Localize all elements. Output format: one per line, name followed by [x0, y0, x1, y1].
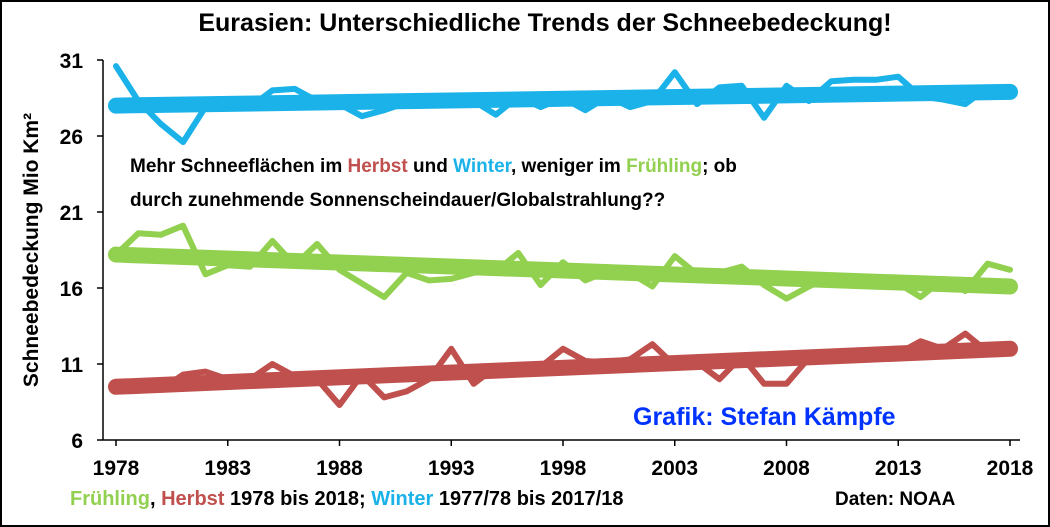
text-segment: Herbst: [348, 156, 409, 177]
text-segment: Frühling: [626, 156, 702, 177]
series-line-herbst: [113, 330, 1013, 408]
text-segment: 1978 bis 2018;: [224, 488, 371, 510]
text-segment: Mehr Schneeflächen im: [130, 156, 348, 177]
text-segment: Frühling: [70, 488, 150, 510]
x-tick-label: 1983: [204, 457, 251, 480]
x-tick-label: 1993: [428, 457, 475, 480]
text-segment: Winter: [371, 488, 433, 510]
y-tick-label: 26: [60, 126, 83, 149]
text-segment: ,: [150, 488, 161, 510]
footer-text: Frühling, Herbst 1978 bis 2018; Winter 1…: [70, 488, 623, 510]
text-segment: und: [408, 156, 453, 177]
x-tick-label: 1978: [93, 457, 140, 480]
series-layer: [108, 63, 1018, 408]
text-segment: 1977/78 bis 2017/18: [433, 488, 623, 510]
text-segment: Winter: [453, 156, 513, 177]
y-tick-label: 11: [61, 354, 84, 377]
y-tick-label: 16: [60, 278, 83, 301]
credit-text: Grafik: Stefan Kämpfe: [633, 403, 896, 431]
chart-title: Eurasien: Unterschiedliche Trends der Sc…: [198, 9, 891, 37]
y-ticks: 6 11 16 21 26 31: [60, 50, 103, 453]
x-tick-label: 2003: [651, 457, 698, 480]
annotation-line-1: Mehr Schneeflächen im Herbst und Winter,…: [130, 156, 737, 177]
x-tick-label: 1988: [316, 457, 363, 480]
x-tick-label: 2008: [763, 457, 810, 480]
series-line-winter: [113, 63, 1013, 146]
y-tick-label: 31: [60, 50, 84, 73]
text-segment: Herbst: [161, 488, 225, 510]
x-tick-label: 2013: [875, 457, 922, 480]
series-line-fruehling: [113, 222, 1013, 302]
y-tick-label: 6: [71, 430, 83, 453]
x-tick-label: 1998: [540, 457, 587, 480]
y-axis-label: Schneebedeckung Mio Km²: [20, 113, 43, 387]
text-segment: , weniger im: [511, 156, 626, 177]
source-text: Daten: NOAA: [835, 489, 956, 510]
x-ticks: 1978 1983 1988 1993 1998 2003 2008 2013 2018: [93, 440, 1034, 480]
text-segment: ; ob: [702, 156, 737, 177]
annotation-line-2: durch zunehmende Sonnenscheindauer/Globa…: [130, 190, 665, 211]
x-tick-label: 2018: [987, 457, 1034, 480]
text-segment: durch zunehmende Sonnenscheindauer/Globa…: [130, 190, 665, 211]
y-tick-label: 21: [60, 202, 84, 225]
